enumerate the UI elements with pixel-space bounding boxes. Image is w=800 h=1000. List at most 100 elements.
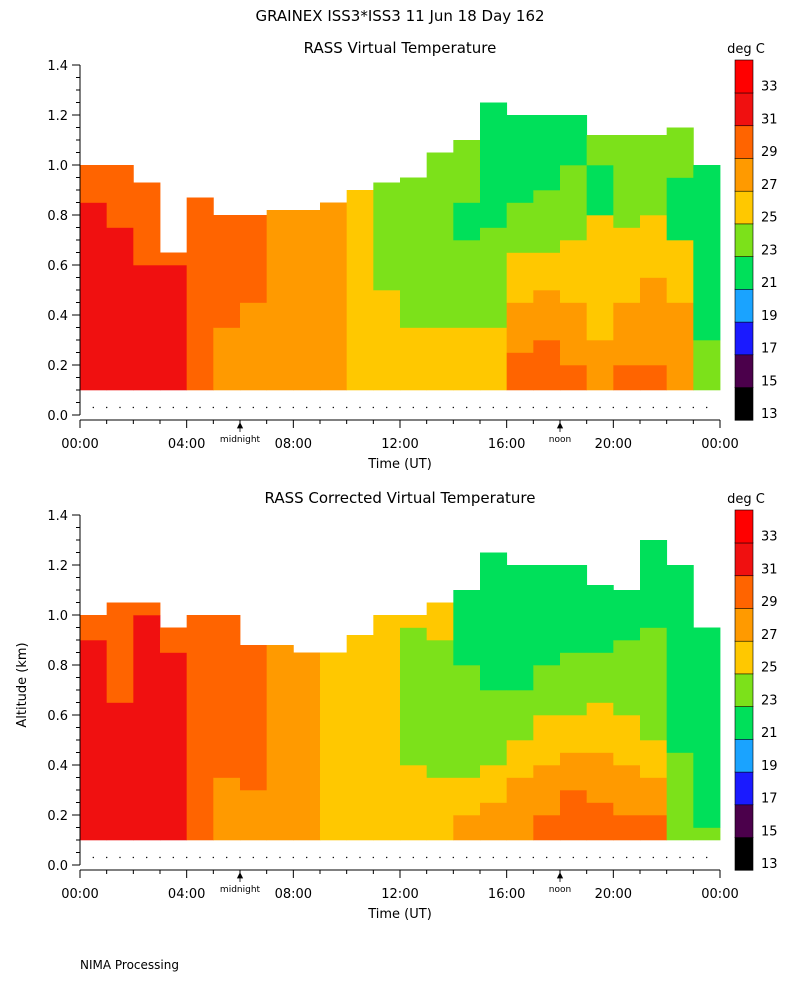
gate-dot — [292, 406, 294, 409]
gate-dot — [306, 406, 308, 409]
heatmap-cell — [213, 327, 241, 391]
marker-arrow-icon — [236, 422, 244, 432]
heatmap-cell — [240, 302, 268, 391]
colorbar-tick-label: 31 — [761, 563, 778, 578]
colorbar-tick-label: 29 — [761, 145, 778, 160]
colorbar-swatch — [734, 354, 754, 388]
gate-dot — [159, 856, 161, 859]
colorbar-tick-label: 27 — [761, 178, 778, 193]
gate-dot — [439, 856, 441, 859]
gate-dot — [346, 406, 348, 409]
x-tick-label: 20:00 — [595, 887, 632, 902]
heatmap-cell — [586, 802, 614, 841]
colorbar-swatch — [734, 157, 754, 192]
gate-dot — [692, 406, 694, 409]
colorbar-tick-label: 25 — [761, 661, 778, 676]
heatmap-cell — [426, 777, 454, 841]
gate-dot — [546, 406, 548, 409]
heatmap-cell — [560, 790, 588, 841]
gate-dot — [399, 856, 401, 859]
heatmap-cell — [506, 302, 534, 353]
heatmap-cell — [586, 702, 614, 753]
heatmap-cell — [240, 215, 268, 303]
footer-note: NIMA Processing — [80, 958, 179, 972]
gate-dot — [332, 856, 334, 859]
y-tick-label: 0.6 — [47, 259, 68, 274]
heatmap-cell — [533, 252, 561, 291]
gate-dot — [212, 406, 214, 409]
heatmap-cell — [80, 615, 108, 641]
gate-dot — [266, 406, 268, 409]
gate-dot — [572, 406, 574, 409]
heatmap-cell — [506, 252, 534, 303]
panel-rass-virtual-temperature: RASS Virtual Temperature 0.0 0.2 0.4 0.6 0.8… — [47, 39, 777, 472]
gate-dot — [492, 406, 494, 409]
y-tick-label: 0.8 — [47, 209, 68, 224]
colorbar: 13 15 17 19 21 23 25 27 29 31 33 — [734, 59, 778, 422]
heatmap-cell — [613, 302, 641, 366]
colorbar-swatch — [734, 542, 754, 577]
colorbar-tick-label: 19 — [761, 309, 778, 324]
gate-dot — [466, 856, 468, 859]
heatmap-cell — [506, 740, 534, 778]
heatmap-cell — [560, 565, 588, 653]
heatmap-cell — [240, 790, 268, 841]
heatmap-cell — [506, 352, 534, 391]
heatmap-cell — [80, 202, 108, 391]
colorbar-tick-label: 17 — [761, 342, 778, 357]
y-tick-label: 1.0 — [47, 159, 68, 174]
marker-arrow-icon — [236, 872, 244, 882]
heatmap-cell — [453, 140, 481, 203]
colorbar-swatch — [734, 223, 754, 257]
heatmap-cell — [453, 665, 481, 778]
colorbar-swatch — [734, 59, 754, 94]
y-axis-title: Altitude (km) — [15, 642, 30, 727]
gate-dot — [186, 856, 188, 859]
heatmap-cell — [480, 102, 508, 228]
heatmap-cell — [320, 202, 348, 391]
y-tick-label: 0.8 — [47, 659, 68, 674]
gate-dot — [466, 406, 468, 409]
gate-dot — [92, 856, 95, 859]
colorbar-tick-label: 13 — [761, 407, 778, 422]
heatmap-cell — [453, 590, 481, 666]
colorbar-swatch — [734, 125, 754, 159]
colorbar-swatch — [734, 706, 754, 740]
colorbar-swatch — [734, 509, 754, 544]
colorbar-swatch — [734, 607, 754, 642]
heatmap-cell — [640, 740, 668, 778]
colorbar-swatch — [734, 771, 754, 806]
heatmap-cell — [266, 645, 294, 841]
heatmap-cell — [586, 752, 614, 803]
colorbar-tick-label: 15 — [761, 374, 778, 389]
gate-dot — [692, 856, 694, 859]
heatmap-cell — [586, 585, 614, 653]
heatmap-cell — [453, 777, 481, 816]
heatmap-cell — [666, 752, 694, 841]
gate-dot — [519, 406, 521, 409]
heatmap-cell — [586, 165, 614, 216]
gate-dot — [332, 406, 334, 409]
x-tick-label: 00:00 — [701, 437, 738, 452]
heatmap-cell — [533, 815, 561, 841]
x-tick-label: 04:00 — [168, 437, 205, 452]
heatmap-cell — [346, 190, 374, 391]
heatmap-cell — [533, 565, 561, 666]
gate-dot — [279, 856, 281, 859]
heatmap-cell — [426, 602, 454, 641]
colorbar-title: deg C — [727, 42, 765, 57]
y-tick-label: 0.4 — [47, 759, 68, 774]
heatmap-cell — [400, 765, 428, 841]
marker-noon: noon — [549, 435, 571, 445]
heatmap-cell — [640, 365, 668, 391]
heatmap-cell — [533, 190, 561, 253]
heatmap-cell — [426, 327, 454, 391]
heatmap-cell — [640, 777, 668, 816]
gate-dot — [439, 406, 441, 409]
colorbar-swatch — [734, 804, 754, 838]
gate-dot — [506, 856, 508, 859]
heatmap-cell — [373, 290, 401, 391]
gate-dot — [212, 856, 214, 859]
panel-title: RASS Corrected Virtual Temperature — [265, 489, 536, 507]
